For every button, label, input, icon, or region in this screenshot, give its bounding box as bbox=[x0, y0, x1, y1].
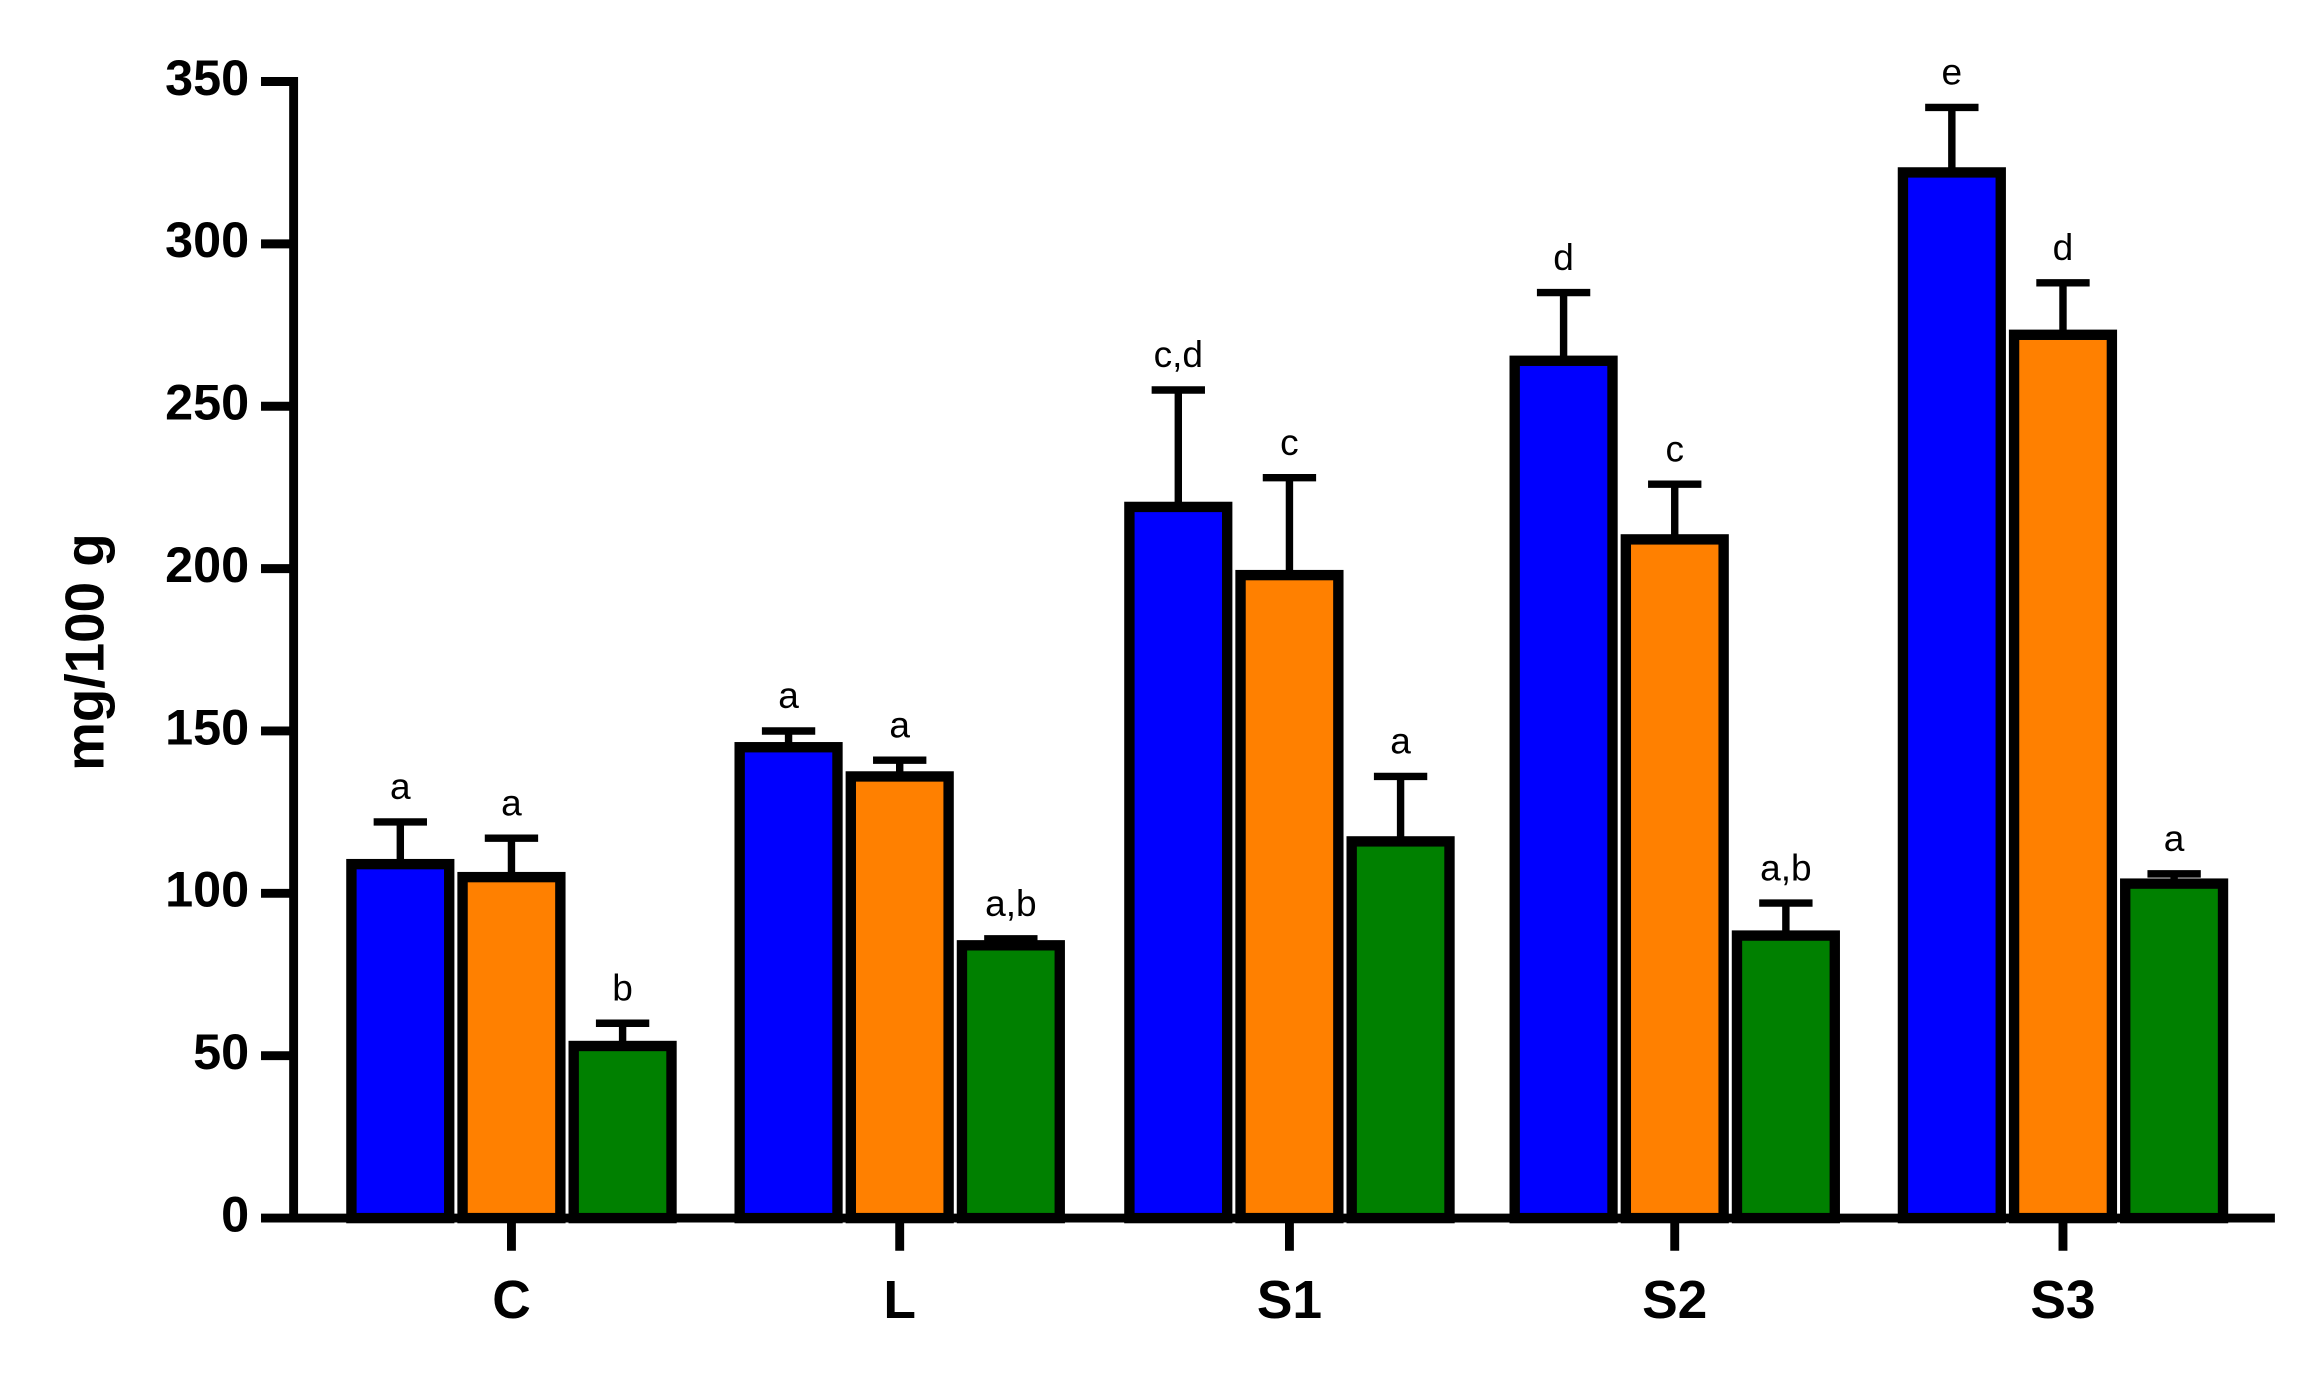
y-tick-label: 200 bbox=[165, 536, 249, 593]
bar bbox=[2120, 878, 2229, 1224]
bar bbox=[956, 940, 1065, 1224]
bar bbox=[1731, 930, 1840, 1224]
x-tick-label: S3 bbox=[2030, 1271, 2095, 1330]
significance-label: a bbox=[501, 781, 522, 823]
x-tick-label: S1 bbox=[1257, 1271, 1322, 1330]
y-tick-label: 0 bbox=[221, 1185, 249, 1242]
x-tick-label: L bbox=[883, 1271, 916, 1330]
significance-label: c bbox=[1665, 427, 1684, 469]
y-tick-label: 150 bbox=[165, 698, 249, 755]
significance-label: e bbox=[1942, 51, 1963, 93]
y-tick-label: 50 bbox=[193, 1023, 249, 1080]
significance-label: b bbox=[612, 966, 633, 1008]
significance-label: c,d bbox=[1154, 333, 1203, 375]
bar bbox=[346, 858, 455, 1224]
bar bbox=[1124, 501, 1233, 1224]
significance-label: a bbox=[2164, 817, 2185, 859]
bar bbox=[734, 742, 843, 1224]
significance-label: c bbox=[1280, 421, 1299, 463]
bar bbox=[568, 1040, 677, 1224]
y-axis-label: mg/100 g bbox=[54, 533, 116, 771]
x-tick-label: S2 bbox=[1642, 1271, 1707, 1330]
significance-label: a bbox=[390, 765, 411, 807]
bar bbox=[1235, 569, 1344, 1224]
bar bbox=[2008, 329, 2118, 1224]
significance-label: a bbox=[1390, 720, 1411, 762]
bar bbox=[457, 871, 566, 1224]
bar bbox=[845, 771, 954, 1224]
bar bbox=[1509, 355, 1618, 1224]
significance-label: d bbox=[2053, 226, 2074, 268]
y-tick-label: 100 bbox=[165, 861, 249, 918]
significance-label: a,b bbox=[985, 882, 1036, 924]
y-tick-label: 300 bbox=[165, 211, 249, 268]
significance-label: d bbox=[1553, 236, 1574, 278]
significance-label: a bbox=[778, 674, 799, 716]
y-tick-label: 350 bbox=[165, 49, 249, 106]
bar bbox=[1346, 836, 1455, 1224]
significance-label: a bbox=[889, 703, 910, 745]
significance-label: a,b bbox=[1760, 846, 1811, 888]
x-tick-label: C bbox=[492, 1271, 531, 1330]
bar bbox=[1620, 534, 1729, 1224]
bar bbox=[1897, 167, 2006, 1224]
y-tick-label: 250 bbox=[165, 374, 249, 431]
